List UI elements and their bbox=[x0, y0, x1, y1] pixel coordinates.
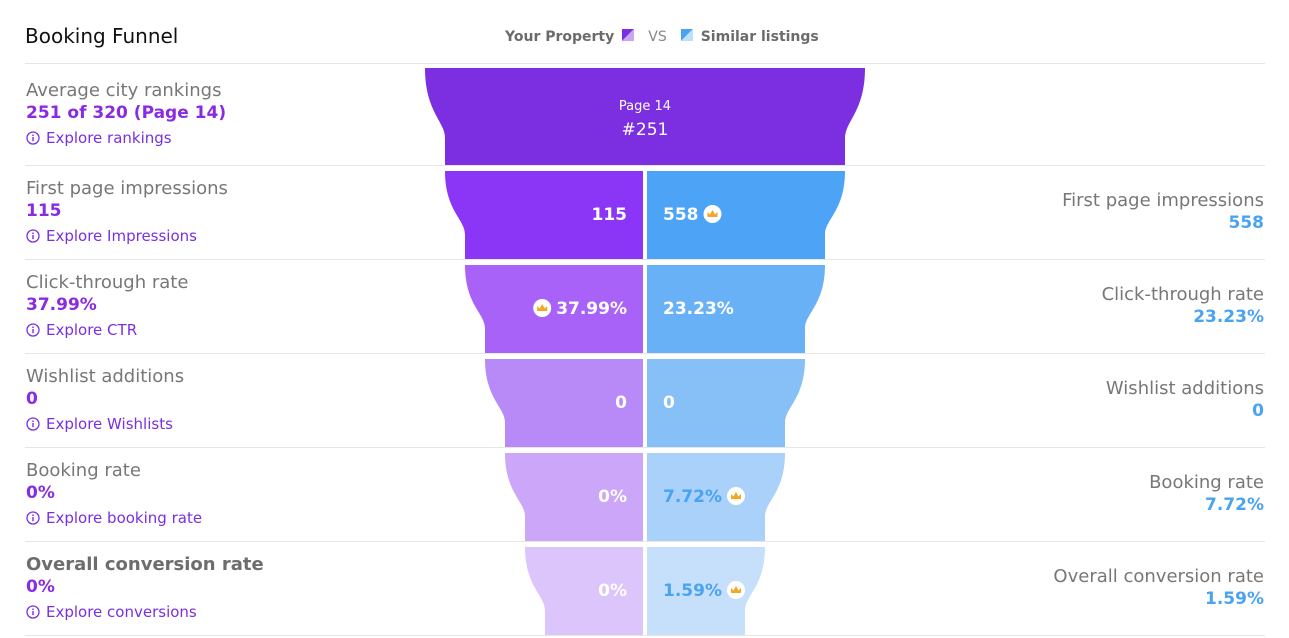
explore-booking-rate-link[interactable]: Explore booking rate bbox=[26, 509, 202, 527]
explore-ctr-link[interactable]: Explore CTR bbox=[26, 321, 188, 339]
funnel-own-value: 0 bbox=[615, 393, 627, 413]
link-label: Explore booking rate bbox=[46, 509, 203, 527]
stage-peer-value: 23.23% bbox=[1193, 307, 1264, 327]
crown-icon bbox=[726, 581, 745, 599]
funnel-top-line1: Page 14 bbox=[619, 99, 671, 114]
stage-own-value: 0% bbox=[26, 577, 55, 597]
stage-left-ctr: Click-through rate 37.99% Explore CTR bbox=[26, 272, 188, 339]
funnel-own-segment bbox=[505, 453, 643, 541]
funnel-peer-segment bbox=[647, 453, 785, 541]
crown-icon bbox=[703, 205, 722, 223]
stage-left-impressions: First page impressions 115 Explore Impre… bbox=[26, 178, 228, 245]
info-circle-icon bbox=[26, 605, 40, 619]
legend-peer-label: Similar listings bbox=[700, 29, 819, 45]
divider bbox=[25, 63, 1265, 64]
crown-icon bbox=[533, 299, 552, 317]
funnel-peer-value: 1.59% bbox=[663, 581, 722, 601]
stage-label: Booking rate bbox=[1149, 472, 1264, 493]
stage-left-booking: Booking rate 0% Explore booking rate bbox=[26, 460, 202, 527]
divider bbox=[25, 635, 1265, 636]
divider bbox=[25, 259, 1265, 260]
funnel-peer-value: 558 bbox=[663, 205, 699, 225]
info-circle-icon bbox=[26, 229, 40, 243]
stage-peer-value: 558 bbox=[1228, 213, 1265, 233]
funnel-own-segment bbox=[485, 359, 643, 447]
funnel-own-segment bbox=[445, 171, 643, 259]
funnel-peer-value: 7.72% bbox=[663, 487, 722, 507]
stage-peer-value: 7.72% bbox=[1205, 495, 1264, 515]
own-swatch-icon bbox=[622, 29, 635, 41]
stage-own-value: 115 bbox=[26, 201, 62, 221]
page-title: Booking Funnel bbox=[25, 24, 179, 48]
funnel-peer-segment bbox=[647, 359, 805, 447]
info-circle-icon bbox=[26, 417, 40, 431]
explore-conversions-link[interactable]: Explore conversions bbox=[26, 603, 264, 621]
legend-own-label: Your Property bbox=[505, 29, 615, 45]
stage-label: Wishlist additions bbox=[1105, 378, 1264, 399]
funnel-own-value: 115 bbox=[592, 205, 628, 225]
funnel-peer-value: 23.23% bbox=[663, 299, 734, 319]
ranking-stage: Average city rankings 251 of 320 (Page 1… bbox=[26, 80, 226, 147]
explore-wishlists-link[interactable]: Explore Wishlists bbox=[26, 415, 184, 433]
stage-label: Booking rate bbox=[26, 460, 141, 481]
stage-label: Average city rankings bbox=[26, 80, 222, 101]
funnel-top-segment bbox=[425, 68, 865, 165]
stage-own-value: 37.99% bbox=[26, 295, 97, 315]
funnel-own-value: 0% bbox=[598, 581, 627, 601]
stage-own-value: 251 of 320 (Page 14) bbox=[26, 103, 227, 123]
link-label: Explore Wishlists bbox=[46, 415, 173, 433]
stage-label: First page impressions bbox=[26, 178, 228, 199]
stage-right-ctr: Click-through rate 23.23% bbox=[1102, 284, 1264, 327]
stage-right-wishlists: Wishlist additions 0 bbox=[1106, 378, 1264, 421]
info-circle-icon bbox=[26, 131, 40, 145]
info-circle-icon bbox=[26, 323, 40, 337]
divider bbox=[25, 541, 1265, 542]
stage-own-value: 0 bbox=[26, 389, 38, 409]
info-circle-icon bbox=[26, 511, 40, 525]
link-label: Explore Impressions bbox=[46, 227, 197, 245]
divider bbox=[25, 447, 1265, 448]
funnel-own-segment bbox=[465, 265, 643, 353]
funnel-own-value: 0% bbox=[598, 487, 627, 507]
stage-label: Overall conversion rate bbox=[26, 554, 264, 575]
divider bbox=[25, 165, 1265, 166]
legend: Your Property VS Similar listings bbox=[505, 29, 819, 45]
funnel-peer-segment bbox=[647, 171, 845, 259]
stage-label: Click-through rate bbox=[26, 272, 189, 293]
stage-right-impressions: First page impressions 558 bbox=[1062, 190, 1264, 233]
stage-left-conversion: Overall conversion rate 0% Explore conve… bbox=[26, 554, 264, 621]
stage-peer-value: 0 bbox=[1252, 401, 1264, 421]
funnel-own-segment bbox=[525, 547, 643, 635]
stage-peer-value: 1.59% bbox=[1205, 589, 1264, 609]
explore-impressions-link[interactable]: Explore Impressions bbox=[26, 227, 228, 245]
stage-left-wishlists: Wishlist additions 0 Explore Wishlists bbox=[26, 366, 184, 433]
link-label: Explore CTR bbox=[46, 321, 138, 339]
stage-own-value: 0% bbox=[26, 483, 55, 503]
link-label: Explore conversions bbox=[46, 603, 197, 621]
funnel-top-line2: #251 bbox=[622, 120, 669, 140]
crown-icon bbox=[726, 487, 745, 505]
divider bbox=[25, 353, 1265, 354]
funnel-own-value: 37.99% bbox=[556, 299, 627, 319]
legend-vs: VS bbox=[648, 29, 667, 45]
stage-label: Overall conversion rate bbox=[1053, 566, 1264, 587]
stage-label: Click-through rate bbox=[1101, 284, 1264, 305]
peer-swatch-icon bbox=[680, 29, 693, 41]
stage-label: First page impressions bbox=[1062, 190, 1264, 211]
funnel-peer-value: 0 bbox=[663, 393, 675, 413]
link-label: Explore rankings bbox=[46, 129, 172, 147]
stage-label: Wishlist additions bbox=[26, 366, 185, 387]
funnel-peer-segment bbox=[647, 265, 825, 353]
explore-rankings-link[interactable]: Explore rankings bbox=[26, 129, 226, 147]
funnel-peer-segment bbox=[647, 547, 765, 635]
stage-right-booking: Booking rate 7.72% bbox=[1149, 472, 1264, 515]
stage-right-conversion: Overall conversion rate 1.59% bbox=[1053, 566, 1264, 609]
